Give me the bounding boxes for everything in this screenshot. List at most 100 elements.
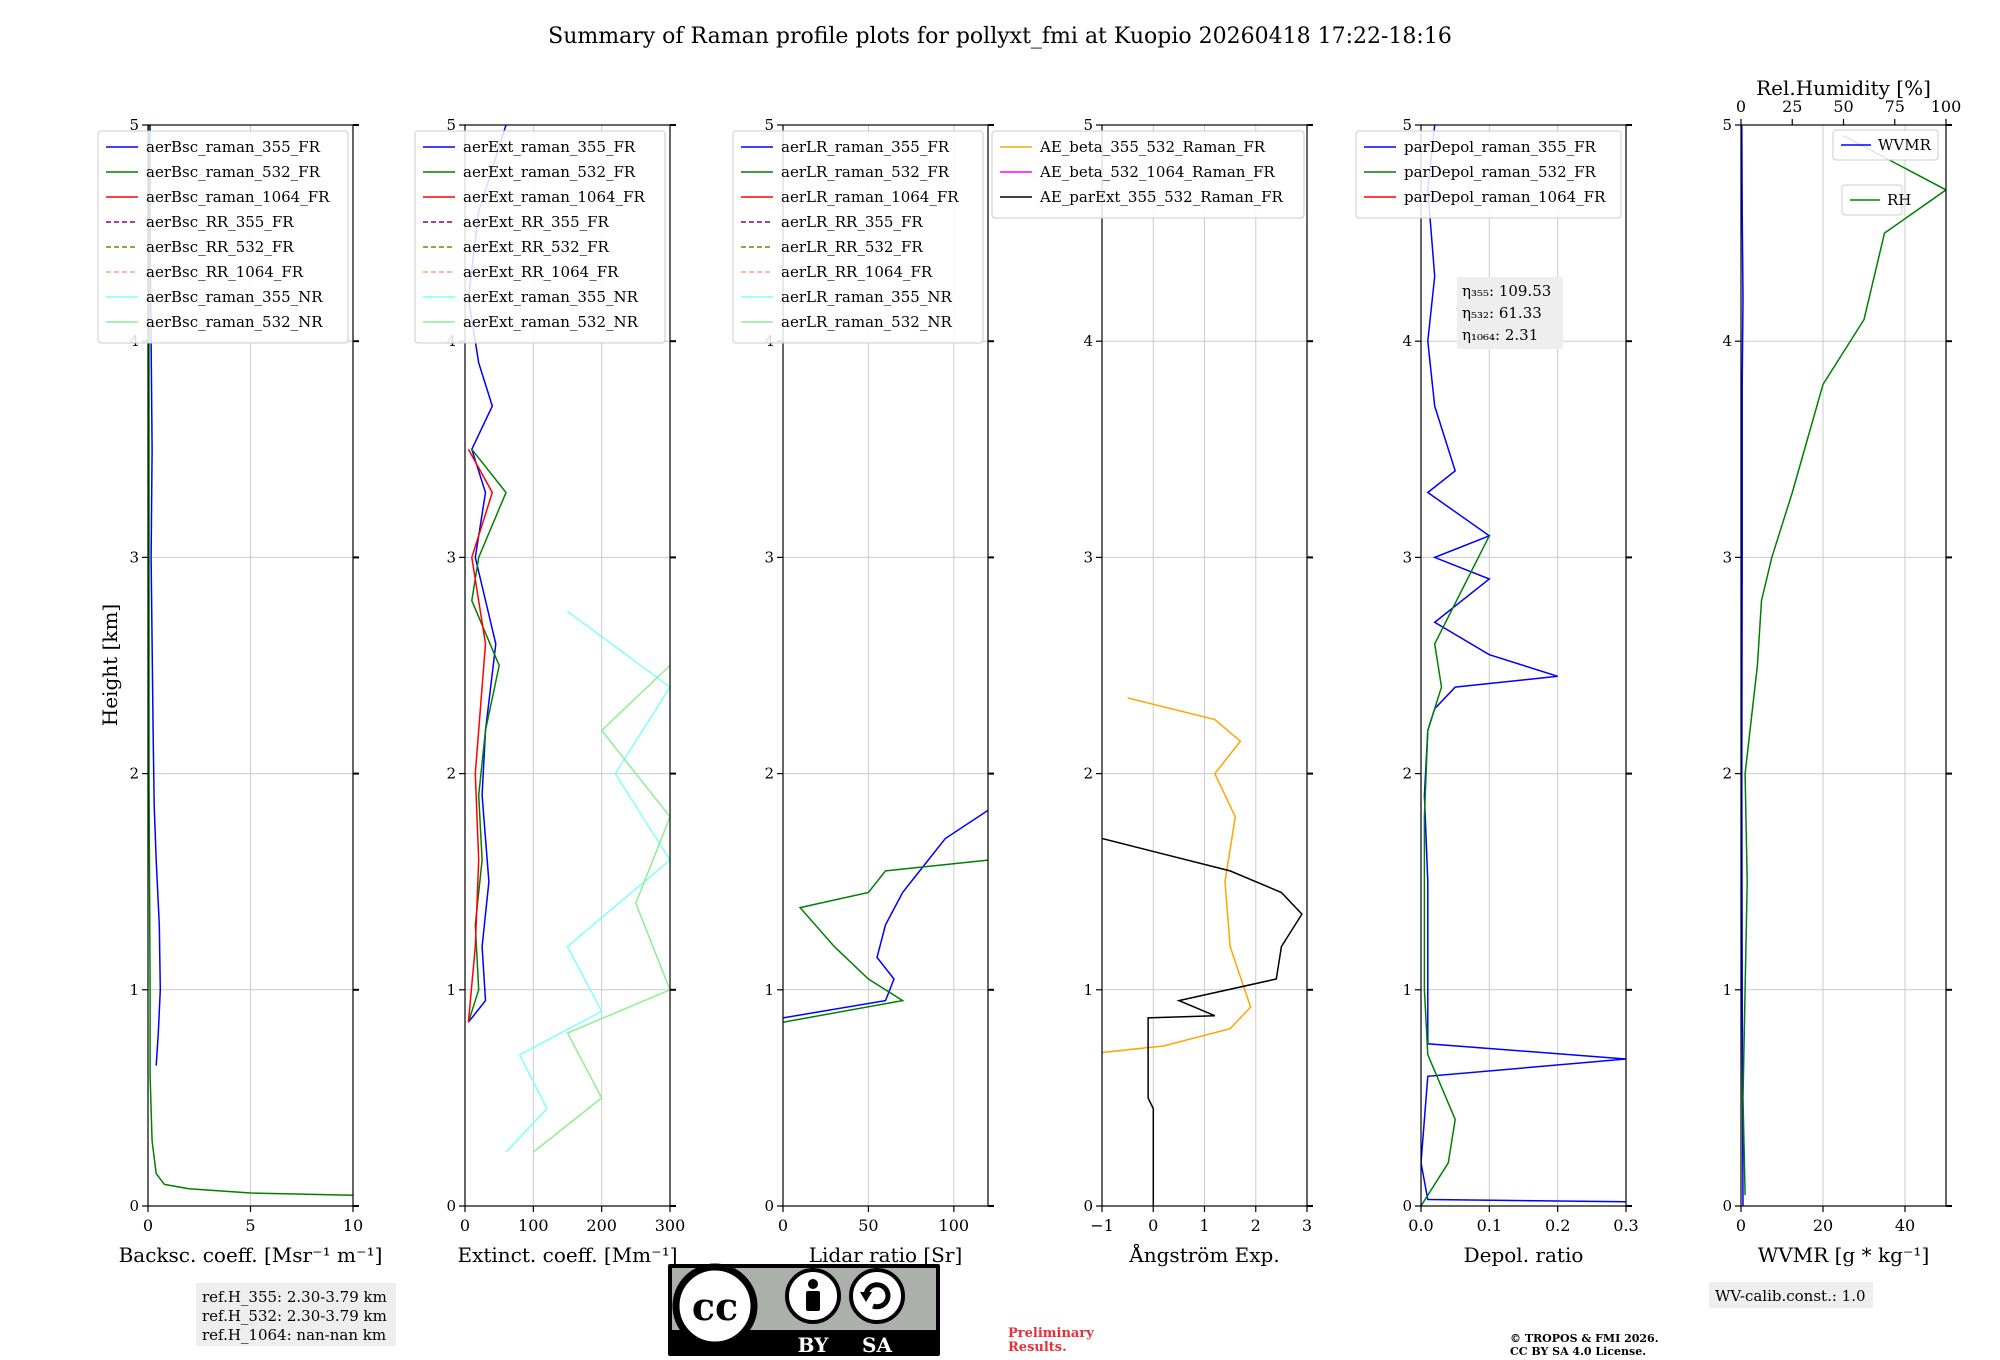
legend-RH: RH [1841, 184, 1911, 216]
wv-calib-box: WV-calib.const.: 1.0 [1709, 1282, 1873, 1308]
share-alike-icon [849, 1268, 905, 1324]
legend-entry-aerBsc_raman_532_FR: aerBsc_raman_532_FR [146, 163, 321, 181]
legend-entry-aerLR_RR_355_FR: aerLR_RR_355_FR [781, 213, 923, 231]
legend-entry-aerLR_RR_1064_FR: aerLR_RR_1064_FR [781, 263, 933, 281]
ref-height-355: ref.H_355: 2.30-3.79 km [202, 1288, 387, 1306]
x-tick-label: 0.2 [1545, 1216, 1570, 1235]
y-tick-label: 5 [129, 116, 139, 134]
series-line-aerExt_raman_1064_FR [467, 448, 494, 1023]
series-group [467, 125, 670, 1153]
legend-entry-aerLR_raman_532_NR: aerLR_raman_532_NR [781, 313, 952, 331]
x-tick-label: 0.1 [1477, 1216, 1502, 1235]
y-tick-label: 0 [129, 1197, 139, 1215]
y-tick-label: 1 [1083, 981, 1093, 999]
wv-calib-const: WV-calib.const.: 1.0 [1715, 1287, 1866, 1305]
y-tick-label: 5 [1083, 116, 1093, 134]
top-x-tick-label: 75 [1885, 97, 1905, 116]
y-tick-label: 0 [764, 1197, 774, 1215]
y-tick-label: 3 [446, 548, 456, 566]
top-x-tick-label: 100 [1931, 97, 1962, 116]
series-group [783, 809, 988, 1023]
legend: aerExt_raman_355_FR aerExt_raman_532_FRae… [414, 130, 666, 344]
y-tick-label: 0 [1722, 1197, 1732, 1215]
x-axis-label: Depol. ratio [1464, 1243, 1584, 1267]
legend-WVMR: WVMR [1832, 129, 1939, 161]
legend-entry-parDepol_raman_355_FR: parDepol_raman_355_FR [1404, 138, 1597, 156]
x-tick-label: 10 [343, 1216, 363, 1235]
series-line-aerLR_raman_355_FR [783, 809, 988, 1019]
eta-value: η₃₅₅: 109.53 [1462, 282, 1551, 300]
x-axis-label: Ångström Exp. [1128, 1242, 1279, 1267]
cc-sa-label: SA [862, 1333, 892, 1357]
x-tick-label: 0 [143, 1216, 153, 1235]
legend-entry-aerExt_RR_355_FR: aerExt_RR_355_FR [463, 213, 610, 231]
series-line-aerExt_raman_532_NR [532, 664, 670, 1153]
series-line-aerLR_raman_532_FR [783, 859, 988, 1023]
legend-entry-aerBsc_RR_355_FR: aerBsc_RR_355_FR [146, 213, 294, 231]
y-tick-label: 3 [1722, 548, 1732, 566]
series-line-aerBsc_raman_532_FR [148, 125, 353, 1196]
legend-entry-AE_beta_355_532_Raman_FR: AE_beta_355_532_Raman_FR [1039, 138, 1266, 156]
legend-entry-aerBsc_raman_355_FR: aerBsc_raman_355_FR [146, 138, 321, 156]
depol-eta-box: η₃₅₅: 109.53 η₅₃₂: 61.33 η₁₀₆₄: 2.31 [1457, 277, 1563, 349]
panel-lidar_ratio: 050100012345Lidar ratio [Sr]aerLR_raman_… [732, 116, 994, 1267]
cc-logo-icon [672, 1263, 758, 1349]
series-line-aerExt_raman_355_NR [505, 610, 670, 1153]
cc-license-badge: cc BY SA [668, 1263, 940, 1357]
plot-frame [1420, 124, 1627, 1207]
x-tick-label: 0.3 [1613, 1216, 1638, 1235]
plot-frame [464, 124, 671, 1207]
y-tick-label: 0 [1083, 1197, 1093, 1215]
cc-logo-text: cc [692, 1284, 738, 1329]
y-tick-label: 2 [1722, 765, 1732, 783]
x-tick-label: 0.0 [1408, 1216, 1433, 1235]
x-tick-label: 40 [1895, 1216, 1915, 1235]
series-line-aerExt_raman_532_FR [467, 448, 507, 1023]
y-tick-label: 0 [446, 1197, 456, 1215]
legend-entry-aerLR_raman_532_FR: aerLR_raman_532_FR [781, 163, 950, 181]
legend-label: RH [1887, 191, 1911, 209]
y-tick-label: 5 [446, 116, 456, 134]
x-tick-label: 0 [778, 1216, 788, 1235]
legend-entry-aerExt_raman_532_FR: aerExt_raman_532_FR [463, 163, 636, 181]
x-tick-label: 0 [460, 1216, 470, 1235]
y-tick-label: 4 [1402, 332, 1412, 350]
x-tick-label: 0 [1736, 1216, 1746, 1235]
x-axis-label: Extinct. coeff. [Mm⁻¹] [457, 1243, 677, 1267]
y-tick-label: 2 [129, 765, 139, 783]
y-tick-label: 1 [446, 981, 456, 999]
legend-entry-aerExt_raman_532_NR: aerExt_raman_532_NR [463, 313, 639, 331]
panel-water_vapor: 0 20 40 0 1 2 3 4 5 WVMR [g * kg⁻¹] 0 25 50 75 100Rel.… [1722, 76, 1961, 1267]
x-tick-label: 2 [1251, 1216, 1261, 1235]
legend-label: WVMR [1878, 136, 1932, 154]
x-tick-label: −1 [1090, 1216, 1114, 1235]
y-tick-label: 1 [764, 981, 774, 999]
ref-height-1064: ref.H_1064: nan-nan km [202, 1326, 386, 1344]
cc-by-label: BY [798, 1333, 830, 1357]
y-axis-label: Height [km] [98, 604, 122, 726]
series-line-AE_parExt_355_532_Raman_FR [1102, 837, 1303, 1206]
panel-depolarization: 0.0 0.1 0.2 0.3 0 1 2 3 4 5 Depol. ratio parDepol_r… [1355, 116, 1639, 1267]
y-tick-label: 2 [446, 765, 456, 783]
ref-height-532: ref.H_532: 2.30-3.79 km [202, 1307, 387, 1325]
legend-entry-aerExt_RR_1064_FR: aerExt_RR_1064_FR [463, 263, 619, 281]
y-tick-label: 3 [129, 548, 139, 566]
plot-frame [1740, 124, 1947, 1207]
y-tick-label: 4 [1722, 332, 1732, 350]
panels: 0510012345Backsc. coeff. [Msr⁻¹ m⁻¹]aerB… [97, 76, 1961, 1267]
panel-extinction: 0100200300012345Extinct. coeff. [Mm⁻¹]ae… [414, 116, 685, 1267]
top-x-tick-label: 50 [1833, 97, 1853, 116]
share-alike-arrowhead-icon [860, 1292, 872, 1302]
y-tick-label: 1 [1402, 981, 1412, 999]
legend: AE_beta_355_532_Raman_FR AE_beta_532_1064… [991, 130, 1305, 219]
series-line-parDepol_raman_532_FR [1421, 535, 1490, 1206]
preliminary-results-line1: Preliminary [1008, 1326, 1094, 1341]
x-tick-label: 50 [858, 1216, 878, 1235]
legend: parDepol_raman_355_FR parDepol_raman_532_… [1355, 130, 1622, 219]
legend-entry-aerLR_raman_355_NR: aerLR_raman_355_NR [781, 288, 952, 306]
preliminary-results-line2: Results. [1008, 1340, 1067, 1355]
x-tick-label: 200 [586, 1216, 617, 1235]
legend-entry-AE_beta_532_1064_Raman_FR: AE_beta_532_1064_Raman_FR [1039, 163, 1275, 181]
